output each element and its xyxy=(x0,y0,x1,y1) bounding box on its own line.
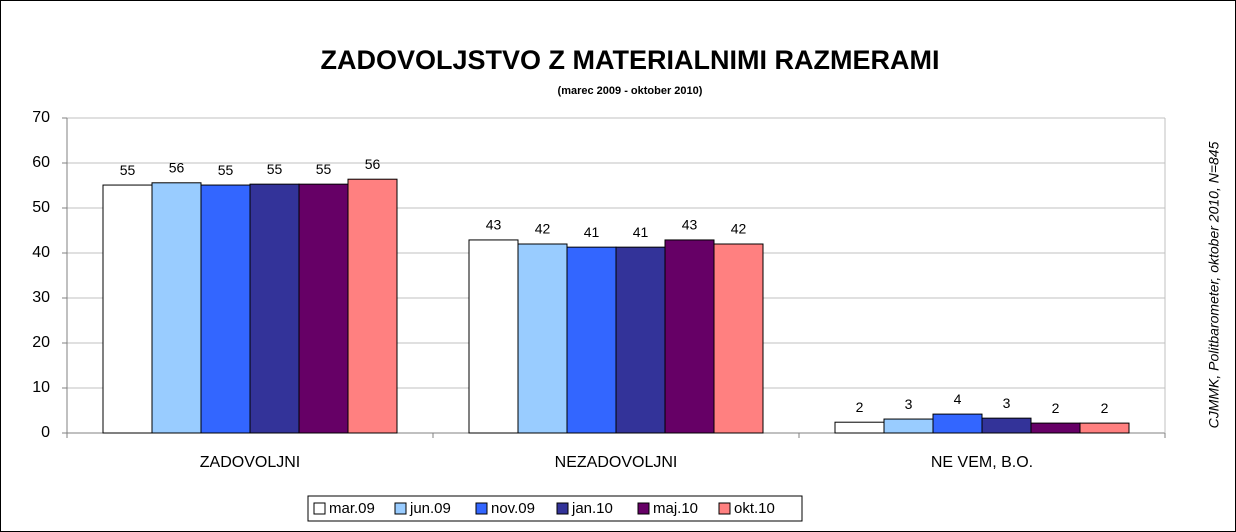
bar xyxy=(468,239,519,434)
bar xyxy=(566,246,617,434)
legend-label: okt.10 xyxy=(734,500,775,517)
data-label: 2 xyxy=(1052,400,1060,416)
bar xyxy=(200,184,251,434)
legend-swatch xyxy=(637,502,650,515)
data-label: 41 xyxy=(584,224,600,240)
data-label: 55 xyxy=(120,162,136,178)
data-label: 2 xyxy=(1101,400,1109,416)
bar xyxy=(249,183,300,434)
bar xyxy=(713,243,764,434)
y-tick-label: 30 xyxy=(32,289,50,306)
bar xyxy=(1030,422,1081,434)
legend-label: mar.09 xyxy=(329,500,375,517)
data-label: 43 xyxy=(486,217,502,233)
x-tick-label: NEZADOVOLJNI xyxy=(555,454,678,471)
legend-label: nov.09 xyxy=(491,500,535,517)
data-label: 42 xyxy=(535,221,551,237)
y-tick-label: 20 xyxy=(32,334,50,351)
bar xyxy=(883,418,934,434)
x-tick-label: NE VEM, B.O. xyxy=(931,454,1033,471)
legend-swatch xyxy=(313,502,326,515)
bar xyxy=(347,178,398,434)
data-label: 4 xyxy=(954,391,962,407)
data-label: 41 xyxy=(633,224,649,240)
chart-subtitle: (marec 2009 - oktober 2010) xyxy=(558,85,703,97)
x-tick-label: ZADOVOLJNI xyxy=(200,454,300,471)
legend-label: jan.10 xyxy=(571,500,613,517)
y-tick-label: 40 xyxy=(32,244,50,261)
legend-swatch xyxy=(394,502,407,515)
data-label: 55 xyxy=(267,161,283,177)
data-label: 56 xyxy=(169,160,185,176)
data-label: 42 xyxy=(731,221,747,237)
data-label: 2 xyxy=(856,399,864,415)
y-tick-label: 60 xyxy=(32,154,50,171)
chart-title: ZADOVOLJSTVO Z MATERIALNIMI RAZMERAMI xyxy=(321,45,940,75)
y-tick-label: 10 xyxy=(32,379,50,396)
data-label: 3 xyxy=(1003,395,1011,411)
legend-label: maj.10 xyxy=(653,500,698,517)
data-label: 55 xyxy=(316,161,332,177)
legend-label: jun.09 xyxy=(409,500,451,517)
legend-swatch xyxy=(718,502,731,515)
data-label: 56 xyxy=(365,156,381,172)
bar xyxy=(981,417,1032,434)
bar xyxy=(102,184,153,434)
bar xyxy=(298,183,349,434)
data-label: 55 xyxy=(218,162,234,178)
data-label: 3 xyxy=(905,396,913,412)
y-tick-label: 70 xyxy=(32,109,50,126)
bar xyxy=(615,246,666,434)
legend-swatch xyxy=(556,502,569,515)
source-note: CJMMK, Politbarometer, oktober 2010, N=8… xyxy=(1206,141,1222,428)
bar xyxy=(151,182,202,434)
y-tick-label: 0 xyxy=(41,424,50,441)
bar xyxy=(1079,422,1130,434)
bar xyxy=(517,243,568,434)
data-label: 43 xyxy=(682,217,698,233)
bar xyxy=(834,421,885,434)
legend-swatch xyxy=(475,502,488,515)
bar xyxy=(664,239,715,434)
y-tick-label: 50 xyxy=(32,199,50,216)
bar xyxy=(932,413,983,434)
